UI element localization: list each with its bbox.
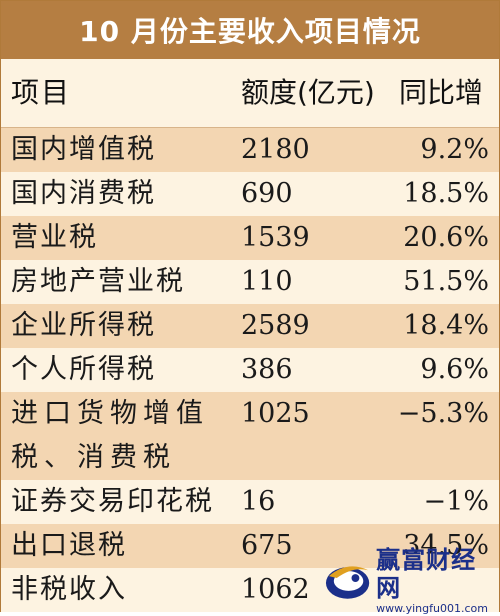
row-yoy: 51.5% (403, 266, 489, 297)
row-amount: 2589 (241, 310, 310, 341)
header-item: 项目 (11, 76, 72, 109)
table-row: 进口货物增值税、消费税 1025 −5.3% (1, 392, 499, 480)
table-row: 房地产营业税 110 51.5% (1, 260, 499, 304)
table-row: 企业所得税 2589 18.4% (1, 304, 499, 348)
row-name: 企业所得税 (11, 310, 156, 341)
table-row: 营业税 1539 20.6% (1, 216, 499, 260)
row-yoy: −1% (423, 486, 489, 517)
row-yoy: 18.5% (403, 178, 489, 209)
row-yoy: 18.4% (403, 310, 489, 341)
watermark-name: 赢富财经网 (376, 546, 477, 602)
row-name: 房地产营业税 (11, 266, 185, 297)
row-amount: 16 (241, 486, 276, 517)
row-yoy: 20.6% (403, 222, 489, 253)
row-amount: 110 (241, 266, 293, 297)
row-name: 国内增值税 (11, 134, 156, 165)
row-amount: 1539 (241, 222, 310, 253)
table-header-row: 项目 额度(亿元) 同比增 (1, 59, 499, 128)
row-name: 营业税 (11, 222, 98, 253)
table-row: 非税收入 1062 (1, 568, 499, 612)
row-yoy: −5.3% (397, 398, 489, 429)
row-amount: 386 (241, 354, 293, 385)
header-yoy: 同比增 (399, 76, 484, 109)
row-yoy: 34.5% (403, 530, 489, 561)
revenue-table: 项目 额度(亿元) 同比增 国内增值税 2180 9.2% 国内消费税 690 … (1, 59, 499, 612)
table-row: 国内增值税 2180 9.2% (1, 128, 499, 172)
table-row: 出口退税 675 34.5% (1, 524, 499, 568)
row-amount: 1025 (241, 398, 310, 429)
site-watermark: 赢富财经网 www.yingfu001.com (323, 546, 499, 615)
table-row: 国内消费税 690 18.5% (1, 172, 499, 216)
header-amount: 额度(亿元) (241, 76, 375, 109)
row-amount: 2180 (241, 134, 310, 165)
row-name: 进口货物增值税、消费税 (11, 398, 209, 473)
row-name: 非税收入 (11, 574, 127, 605)
table-row: 证券交易印花税 16 −1% (1, 480, 499, 524)
row-name: 国内消费税 (11, 178, 156, 209)
table-row: 个人所得税 386 9.6% (1, 348, 499, 392)
row-amount: 675 (241, 530, 293, 561)
row-amount: 1062 (241, 574, 310, 605)
row-yoy: 9.6% (420, 354, 489, 385)
row-yoy: 9.2% (420, 134, 489, 165)
row-amount: 690 (241, 178, 293, 209)
row-name: 出口退税 (11, 530, 127, 561)
table-title: 10 月份主要收入项目情况 (1, 1, 499, 59)
row-name: 个人所得税 (11, 354, 156, 385)
row-name: 证券交易印花税 (11, 486, 214, 517)
watermark-url: www.yingfu001.com (376, 602, 488, 615)
swirl-logo-icon (325, 566, 370, 599)
